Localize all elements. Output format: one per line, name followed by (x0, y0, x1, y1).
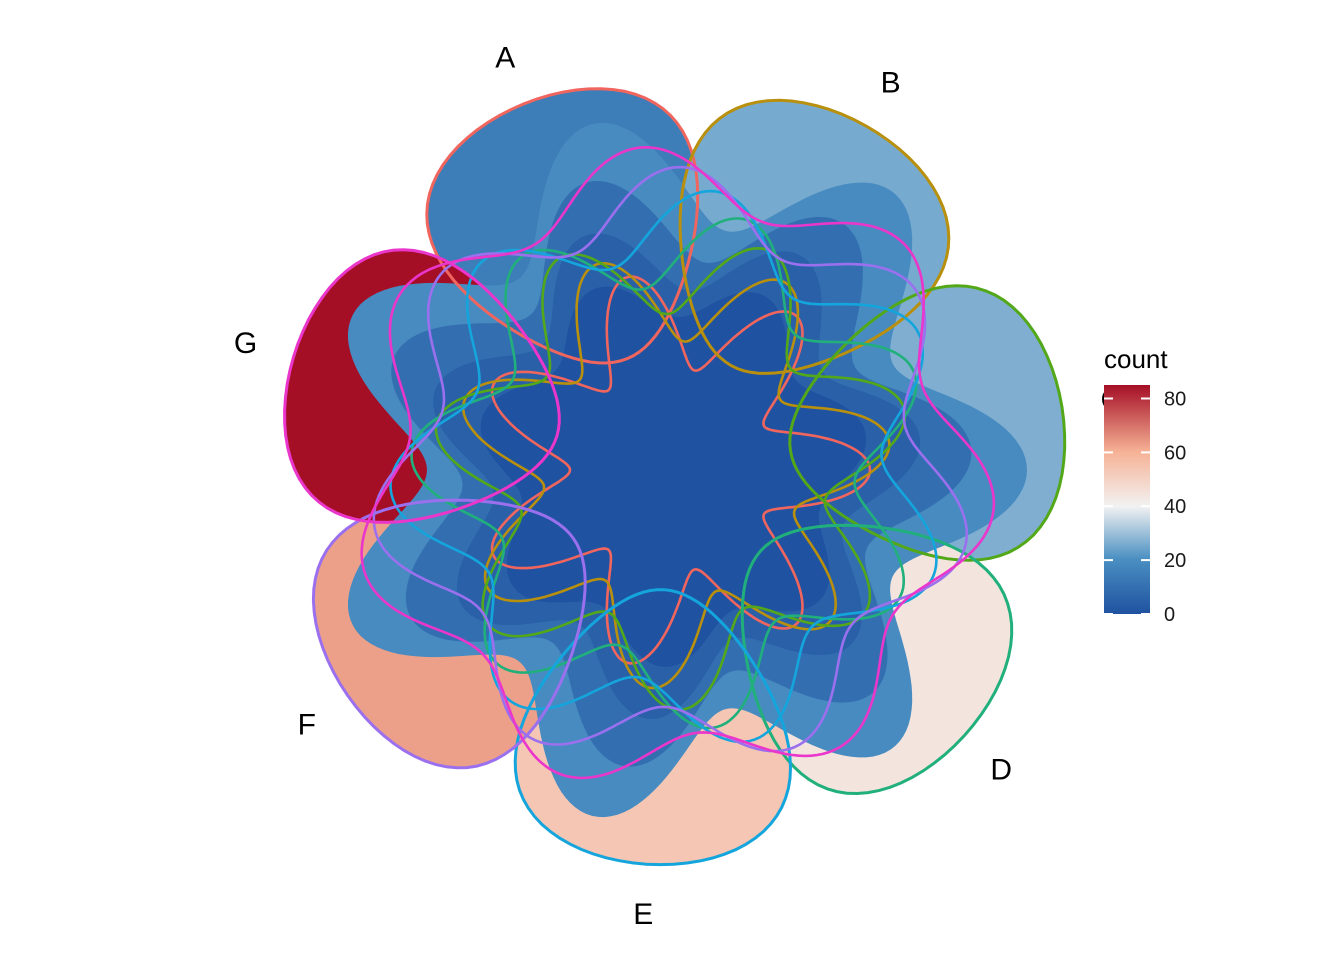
boundary-set-g (360, 145, 996, 780)
legend-tick-label: 80 (1164, 389, 1186, 411)
outline-set-d (740, 523, 1014, 796)
outline-set-g (283, 248, 561, 524)
outline-set-c (788, 284, 1067, 562)
legend-tick-label: 20 (1164, 550, 1186, 572)
set-label-b: B (881, 66, 901, 99)
set-label-g: G (234, 327, 257, 360)
outline-set-b (678, 98, 951, 375)
outline-set-f (311, 498, 587, 770)
boundary-set-f (372, 165, 969, 753)
legend-tick-label: 0 (1164, 604, 1175, 626)
legend-tick-label: 60 (1164, 442, 1186, 464)
set-outlines (283, 87, 1067, 867)
outline-set-a (425, 87, 700, 365)
intersection-regions (348, 122, 1027, 818)
boundary-set-a (490, 275, 872, 665)
legend-ticks: 0 20 40 60 80 (1104, 389, 1186, 626)
color-legend: count 0 20 40 60 80 (1104, 344, 1186, 626)
set-label-e: E (633, 898, 653, 931)
legend-tick-label: 40 (1164, 496, 1186, 518)
legend-title: count (1104, 344, 1168, 374)
set-label-a: A (495, 41, 515, 74)
set-label-f: F (298, 708, 316, 741)
set-label-d: D (990, 753, 1012, 786)
outline-set-e (513, 588, 793, 867)
boundary-set-d (410, 217, 918, 730)
legend-colorbar (1104, 385, 1150, 614)
boundary-set-c (434, 246, 907, 712)
